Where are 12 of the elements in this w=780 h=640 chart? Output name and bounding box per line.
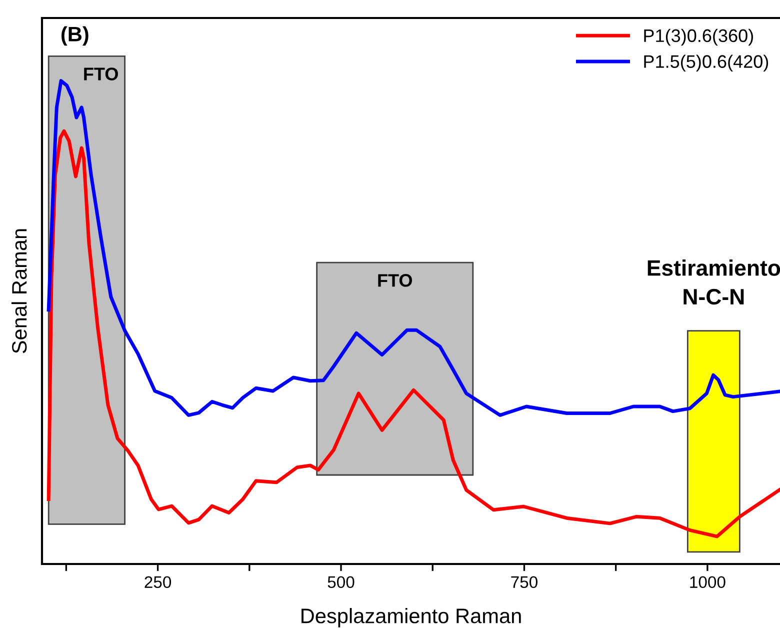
x-tick-label: 750: [511, 576, 538, 588]
x-tick-label: 500: [328, 576, 354, 588]
y-axis-title: Senal Raman: [11, 229, 27, 354]
x-axis-title: Desplazamiento Raman: [302, 608, 521, 628]
band-label: FTO: [84, 68, 118, 80]
x-tick-label: 1000: [690, 576, 726, 588]
band-label: Estiramiento N-C-N: [648, 260, 780, 305]
legend-label: P1.5(5)0.6(420): [644, 54, 768, 72]
x-tick-label: 250: [144, 576, 172, 588]
legend-label: P1(3)0.6(360): [644, 28, 753, 46]
text: (B): [61, 26, 88, 46]
band-label: FTO: [378, 274, 412, 287]
